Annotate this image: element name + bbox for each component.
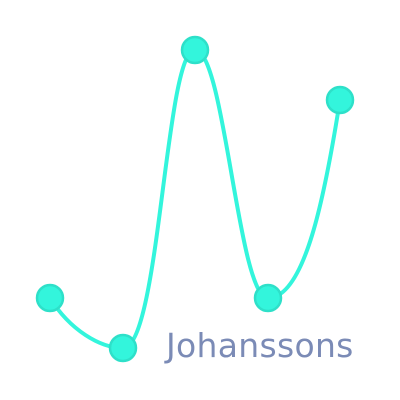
logo-wordmark: Johanssons <box>164 326 354 365</box>
logo-node-2 <box>108 333 138 363</box>
logo-wave-line <box>48 47 342 351</box>
logo-node-1 <box>35 283 65 313</box>
logo-node-4 <box>253 283 283 313</box>
logo-node-3 <box>180 35 210 65</box>
logo-node-5 <box>325 85 355 115</box>
